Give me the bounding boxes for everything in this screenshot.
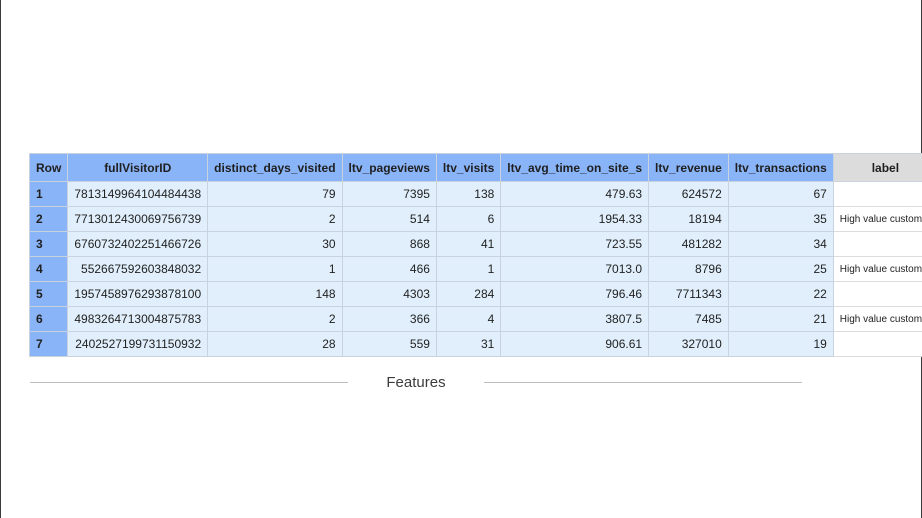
- cell-ltv-revenue: 7485: [648, 306, 729, 332]
- cell-ltv-transactions: 35: [727, 206, 834, 232]
- divider-line-right: [484, 382, 802, 383]
- header-ltv-revenue: ltv_revenue: [648, 153, 729, 182]
- cell-full-visitor-id: 2402527199731150932: [67, 331, 209, 357]
- cell-ltv-visits: 4: [435, 306, 502, 332]
- header-ltv-avg-time-on-site: ltv_avg_time_on_site_s: [500, 153, 650, 182]
- cell-ltv-revenue: 481282: [648, 231, 729, 257]
- divider-line-left: [30, 382, 348, 383]
- cell-distinct-days-visited: 148: [207, 281, 343, 307]
- header-distinct-days-visited: distinct_days_visited: [207, 153, 343, 182]
- header-ltv-pageviews: ltv_pageviews: [341, 153, 437, 182]
- cell-ltv-visits: 1: [435, 256, 502, 282]
- cell-ltv-transactions: 21: [727, 306, 834, 332]
- row-number: 3: [28, 231, 69, 257]
- cell-ltv-transactions: 22: [727, 281, 834, 307]
- row-number: 5: [28, 281, 69, 307]
- cell-label: High value customer: [832, 206, 922, 232]
- cell-ltv-visits: 41: [435, 231, 502, 257]
- row-number: 7: [28, 331, 69, 357]
- cell-full-visitor-id: 7813149964104484438: [67, 181, 209, 207]
- cell-ltv-transactions: 25: [727, 256, 834, 282]
- table-row: 3 6760732402251466726 30 868 41 723.55 4…: [28, 231, 922, 257]
- cell-ltv-pageviews: 514: [341, 206, 437, 232]
- cell-ltv-avg-time-on-site: 906.61: [500, 331, 650, 357]
- cell-ltv-revenue: 327010: [648, 331, 729, 357]
- cell-ltv-transactions: 19: [727, 331, 834, 357]
- header-row: Row: [28, 153, 69, 182]
- cell-ltv-revenue: 18194: [648, 206, 729, 232]
- table-row: 2 7713012430069756739 2 514 6 1954.33 18…: [28, 206, 922, 232]
- cell-full-visitor-id: 1957458976293878100: [67, 281, 209, 307]
- cell-ltv-visits: 6: [435, 206, 502, 232]
- cell-ltv-avg-time-on-site: 723.55: [500, 231, 650, 257]
- features-divider: Features: [1, 374, 922, 394]
- cell-ltv-pageviews: 7395: [341, 181, 437, 207]
- cell-ltv-avg-time-on-site: 3807.5: [500, 306, 650, 332]
- cell-label: High value customer: [832, 256, 922, 282]
- cell-distinct-days-visited: 28: [207, 331, 343, 357]
- cell-distinct-days-visited: 1: [207, 256, 343, 282]
- cell-ltv-pageviews: 868: [341, 231, 437, 257]
- header-ltv-visits: ltv_visits: [435, 153, 502, 182]
- cell-ltv-pageviews: 4303: [341, 281, 437, 307]
- cell-full-visitor-id: 4983264713004875783: [67, 306, 209, 332]
- cell-ltv-transactions: 34: [727, 231, 834, 257]
- cell-distinct-days-visited: 2: [207, 306, 343, 332]
- row-number: 1: [28, 181, 69, 207]
- cell-label: [832, 231, 922, 257]
- table-row: 7 2402527199731150932 28 559 31 906.61 3…: [28, 331, 922, 357]
- cell-ltv-revenue: 7711343: [648, 281, 729, 307]
- cell-ltv-transactions: 67: [727, 181, 834, 207]
- header-ltv-transactions: ltv_transactions: [727, 153, 834, 182]
- header-full-visitor-id: fullVisitorID: [67, 153, 209, 182]
- cell-distinct-days-visited: 79: [207, 181, 343, 207]
- cell-label: [832, 181, 922, 207]
- cell-label: High value customer: [832, 306, 922, 332]
- data-table: Row fullVisitorID distinct_days_visited …: [28, 153, 922, 357]
- cell-ltv-visits: 138: [435, 181, 502, 207]
- cell-full-visitor-id: 6760732402251466726: [67, 231, 209, 257]
- cell-ltv-avg-time-on-site: 479.63: [500, 181, 650, 207]
- cell-ltv-pageviews: 466: [341, 256, 437, 282]
- cell-ltv-avg-time-on-site: 1954.33: [500, 206, 650, 232]
- row-number: 2: [28, 206, 69, 232]
- cell-distinct-days-visited: 2: [207, 206, 343, 232]
- table-row: 6 4983264713004875783 2 366 4 3807.5 748…: [28, 306, 922, 332]
- row-number: 6: [28, 306, 69, 332]
- cell-ltv-revenue: 8796: [648, 256, 729, 282]
- features-caption: Features: [386, 374, 446, 391]
- cell-ltv-pageviews: 366: [341, 306, 437, 332]
- header-label: label: [832, 153, 922, 182]
- cell-label: [832, 331, 922, 357]
- cell-ltv-avg-time-on-site: 796.46: [500, 281, 650, 307]
- table-row: 1 7813149964104484438 79 7395 138 479.63…: [28, 181, 922, 207]
- table-header-row: Row fullVisitorID distinct_days_visited …: [28, 153, 922, 182]
- cell-full-visitor-id: 552667592603848032: [67, 256, 209, 282]
- cell-ltv-avg-time-on-site: 7013.0: [500, 256, 650, 282]
- cell-ltv-visits: 31: [435, 331, 502, 357]
- cell-full-visitor-id: 7713012430069756739: [67, 206, 209, 232]
- table-row: 5 1957458976293878100 148 4303 284 796.4…: [28, 281, 922, 307]
- cell-ltv-revenue: 624572: [648, 181, 729, 207]
- data-table-container: Row fullVisitorID distinct_days_visited …: [28, 153, 922, 357]
- table-row: 4 552667592603848032 1 466 1 7013.0 8796…: [28, 256, 922, 282]
- cell-ltv-pageviews: 559: [341, 331, 437, 357]
- cell-distinct-days-visited: 30: [207, 231, 343, 257]
- row-number: 4: [28, 256, 69, 282]
- cell-ltv-visits: 284: [435, 281, 502, 307]
- cell-label: [832, 281, 922, 307]
